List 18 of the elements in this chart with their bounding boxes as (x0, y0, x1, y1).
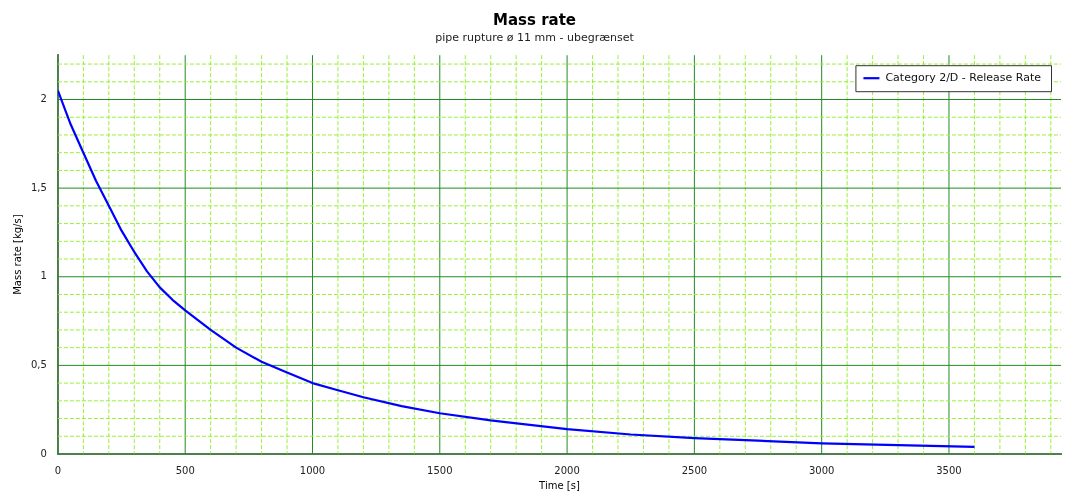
x-tick-label: 500 (175, 464, 195, 476)
y-tick-label: 2 (40, 93, 47, 105)
y-tick-label: 1,5 (31, 181, 47, 193)
y-axis-title: Mass rate [kg/s] (11, 214, 23, 295)
x-tick-label: 2000 (554, 464, 580, 476)
y-tick-label: 1 (40, 270, 47, 282)
x-axis-title: Time [s] (538, 479, 580, 491)
x-tick-label: 2500 (681, 464, 708, 476)
x-tick-label: 1000 (299, 464, 326, 476)
x-tick-label: 0 (54, 464, 62, 476)
x-tick-label: 1500 (427, 464, 453, 476)
x-tick-label: 3500 (936, 464, 962, 476)
legend-label: Category 2/D - Release Rate (885, 71, 1042, 85)
y-tick-label: 0,5 (31, 358, 47, 370)
chart-subtitle: pipe rupture ø 11 mm - ubegrænset (435, 31, 635, 45)
chart-title: Mass rate (493, 10, 576, 29)
y-tick-label: 0 (40, 447, 47, 459)
x-tick-label: 3000 (808, 464, 835, 476)
